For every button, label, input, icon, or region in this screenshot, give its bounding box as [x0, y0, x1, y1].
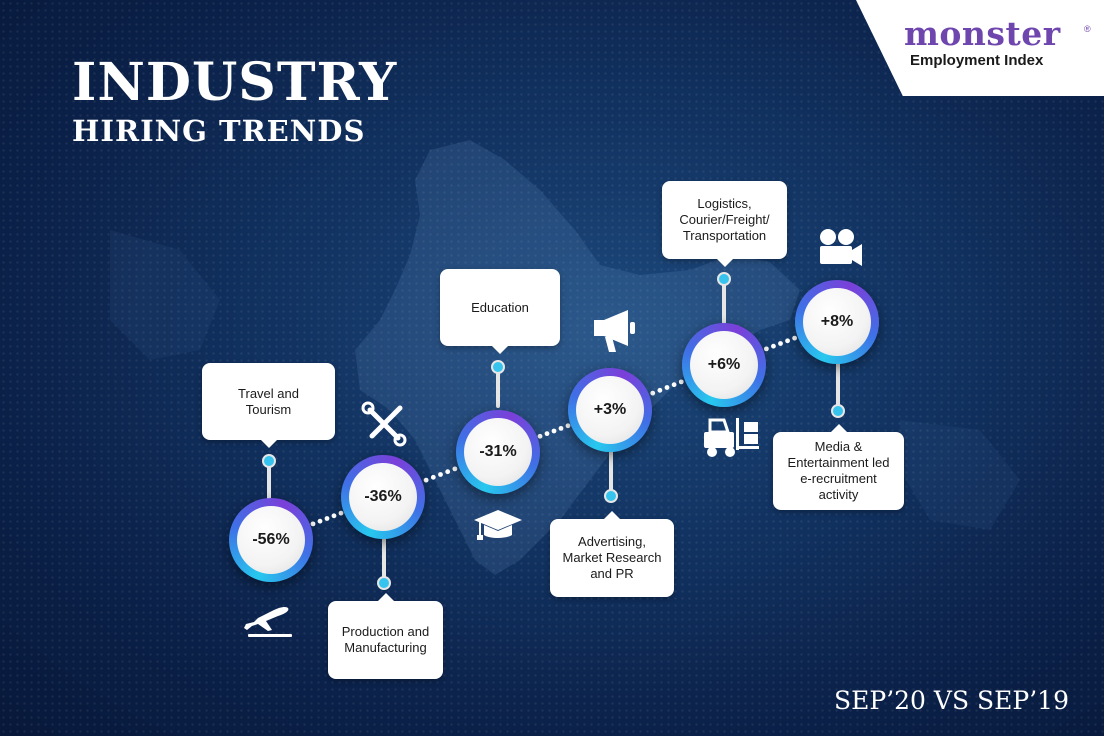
connector-stem	[609, 450, 613, 495]
change-circle-education: -31%	[456, 410, 540, 494]
connector-dot	[310, 521, 316, 527]
connector-dot	[792, 335, 798, 341]
wrench-screwdriver-icon	[361, 401, 407, 447]
change-value: +6%	[690, 331, 758, 399]
connector-stem	[382, 538, 386, 584]
connector-dot	[671, 382, 677, 388]
connector-dot	[551, 428, 557, 434]
change-value: -31%	[464, 418, 532, 486]
connector-dot	[565, 423, 571, 429]
change-circle-production-manufacturing: -36%	[341, 455, 425, 539]
connector-dot	[664, 385, 670, 390]
change-value: +8%	[803, 288, 871, 356]
connector-stem	[722, 280, 726, 324]
forklift-icon	[704, 418, 759, 457]
logo-tagline: Employment Index	[910, 52, 1044, 69]
change-value: -56%	[237, 506, 305, 574]
connector-dot	[771, 343, 776, 349]
connector-dot	[452, 466, 458, 472]
monster-logo-wordmark: monster	[904, 14, 1061, 53]
graduation-cap-icon	[474, 510, 522, 540]
industry-name: Media & Entertainment led e-recruitment …	[787, 439, 890, 502]
connector-dot	[544, 431, 550, 437]
movie-camera-icon	[820, 229, 862, 266]
industry-name: Education	[471, 299, 529, 315]
connector-knob	[491, 360, 505, 374]
connector-dot	[423, 477, 429, 483]
industry-name: Advertising, Market Research and PR	[562, 534, 662, 581]
connector-dot	[763, 346, 769, 352]
change-value: -36%	[349, 463, 417, 531]
industry-label-production-manufacturing: Production and Manufacturing	[328, 593, 443, 679]
change-value: +3%	[576, 376, 644, 444]
industry-name: Travel and Tourism	[238, 385, 299, 417]
connector-knob	[262, 454, 276, 468]
change-circle-media: +8%	[795, 280, 879, 364]
connector-knob	[831, 404, 845, 418]
industry-label-media: Media & Entertainment led e-recruitment …	[773, 424, 904, 510]
connector-dot	[650, 390, 656, 396]
connector-dot	[537, 433, 543, 439]
connector-dot	[338, 510, 344, 516]
connector-knob	[717, 272, 731, 286]
connector-dot	[445, 469, 451, 475]
change-circle-travel-tourism: -56%	[229, 498, 313, 582]
connector-stem	[496, 368, 500, 408]
connector-dot	[678, 379, 684, 385]
connector-dot	[657, 387, 663, 393]
industry-name: Production and Manufacturing	[341, 624, 430, 655]
connector-dot	[778, 341, 783, 346]
connector-knob	[604, 489, 618, 503]
registered-mark: ®	[1084, 24, 1091, 34]
connector-stem	[267, 462, 271, 502]
logo-card	[856, 0, 1104, 96]
connector-dot	[430, 474, 436, 480]
megaphone-icon	[594, 310, 635, 352]
connector-stem	[836, 360, 840, 408]
industry-name: Logistics, Courier/Freight/ Transportati…	[679, 196, 770, 243]
industry-label-logistics: Logistics, Courier/Freight/ Transportati…	[662, 181, 787, 267]
page-title: INDUSTRY	[72, 52, 398, 113]
airplane-takeoff-icon	[244, 606, 292, 637]
connector-dot	[785, 338, 790, 344]
connector-dot	[324, 516, 330, 521]
connector-dot	[331, 513, 337, 519]
industry-label-education: Education	[440, 269, 560, 354]
change-circle-advertising: +3%	[568, 368, 652, 452]
comparison-period: SEP’20 VS SEP’19	[834, 686, 1069, 715]
connector-dot	[558, 425, 564, 431]
connector-knob	[377, 576, 391, 590]
industry-label-advertising: Advertising, Market Research and PR	[550, 511, 674, 597]
page-subtitle: HIRING TRENDS	[72, 114, 366, 148]
industry-label-travel-tourism: Travel and Tourism	[202, 363, 335, 448]
connector-dot	[317, 518, 323, 524]
change-circle-logistics: +6%	[682, 323, 766, 407]
connector-dot	[438, 472, 443, 477]
